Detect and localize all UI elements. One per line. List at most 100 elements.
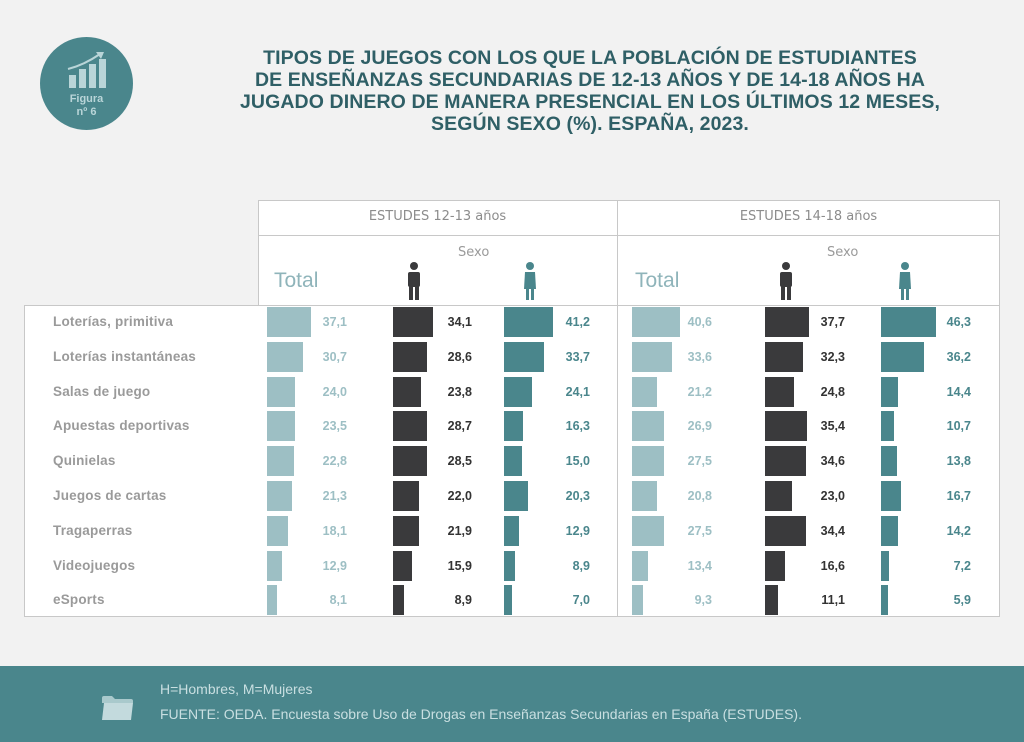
woman-icon	[524, 262, 536, 300]
bar-hombres	[765, 585, 779, 616]
folder-icon	[102, 696, 133, 720]
bar-total	[267, 376, 296, 407]
group-divider	[617, 200, 618, 617]
value-label: 37,7	[820, 315, 845, 329]
value-label: 30,7	[322, 349, 347, 364]
bar-hombres	[765, 550, 785, 581]
bar-total	[632, 411, 664, 442]
category-label: Loterías, primitiva	[53, 314, 174, 329]
total-header: Total	[635, 269, 680, 292]
value-label: 41,2	[565, 315, 590, 329]
bar-hombres	[393, 307, 434, 337]
value-label: 36,2	[946, 349, 971, 364]
bar-total	[267, 550, 283, 581]
bar-chart-growth-icon	[67, 52, 106, 88]
bar-hombres	[765, 481, 793, 511]
value-label: 26,9	[687, 419, 712, 434]
bar-mujeres	[504, 411, 524, 442]
category-label: Videojuegos	[53, 557, 136, 573]
bar-total	[267, 481, 293, 511]
value-label: 27,5	[687, 523, 712, 538]
bar-total	[632, 307, 680, 337]
value-label: 9,3	[694, 593, 712, 608]
value-label: 28,6	[447, 349, 472, 364]
value-label: 15,9	[447, 558, 472, 573]
category-label-column	[24, 305, 259, 617]
source-note: FUENTE: OEDA. Encuesta sobre Uso de Drog…	[160, 706, 802, 722]
value-label: 8,1	[329, 593, 347, 608]
bar-hombres	[393, 341, 427, 372]
value-label: 23,0	[820, 489, 845, 503]
value-label: 16,6	[820, 558, 845, 573]
value-label: 40,6	[687, 315, 712, 329]
value-label: 24,0	[322, 384, 347, 399]
bar-total	[632, 446, 665, 477]
value-label: 21,3	[322, 489, 347, 503]
category-label: Loterías instantáneas	[53, 348, 196, 364]
data-table	[258, 200, 1000, 617]
chart-title: TIPOS DE JUEGOS CON LOS QUE LA POBLACIÓN…	[200, 47, 980, 135]
value-label: 22,0	[447, 489, 472, 503]
value-label: 28,7	[447, 419, 472, 434]
bar-mujeres	[881, 515, 898, 546]
bar-mujeres	[504, 515, 520, 546]
title-line: SEGÚN SEXO (%). ESPAÑA, 2023.	[431, 113, 749, 135]
bar-mujeres	[881, 446, 898, 477]
man-icon	[780, 262, 792, 300]
value-label: 32,3	[820, 349, 845, 364]
value-label: 14,4	[946, 384, 971, 399]
bar-mujeres	[881, 307, 936, 337]
value-label: 35,4	[820, 419, 845, 434]
bar-hombres	[393, 411, 427, 442]
value-label: 16,7	[946, 489, 971, 503]
bar-hombres	[765, 341, 804, 372]
value-label: 14,2	[946, 523, 971, 538]
category-label: Tragaperras	[53, 522, 133, 538]
bar-total	[267, 411, 295, 442]
value-label: 34,4	[820, 523, 845, 538]
bar-mujeres	[881, 411, 894, 442]
bar-total	[632, 550, 648, 581]
value-label: 22,8	[322, 454, 347, 469]
bar-mujeres	[504, 341, 544, 372]
bar-total	[267, 307, 311, 337]
value-label: 21,2	[687, 384, 712, 399]
bar-hombres	[765, 446, 806, 477]
bar-total	[267, 515, 289, 546]
bar-hombres	[765, 307, 810, 337]
bar-hombres	[765, 411, 807, 442]
bar-total	[632, 515, 665, 546]
value-label: 20,3	[565, 489, 590, 503]
bar-mujeres	[504, 585, 513, 616]
value-label: 21,9	[447, 523, 472, 538]
title-line: TIPOS DE JUEGOS CON LOS QUE LA POBLACIÓN…	[263, 47, 917, 69]
bar-hombres	[393, 481, 419, 511]
value-label: 8,9	[454, 593, 472, 608]
value-label: 23,8	[447, 384, 472, 399]
value-label: 7,2	[953, 558, 971, 573]
value-label: 24,1	[565, 384, 590, 399]
bar-total	[632, 341, 672, 372]
bar-hombres	[765, 376, 795, 407]
value-label: 23,5	[322, 419, 347, 434]
total-header: Total	[274, 269, 319, 292]
bar-total	[632, 585, 643, 616]
category-label: Quinielas	[53, 453, 116, 469]
bar-total	[267, 446, 294, 477]
figure-badge: Figura nº 6	[40, 37, 133, 130]
bar-hombres	[765, 515, 806, 546]
value-label: 12,9	[565, 523, 590, 538]
group-title-14-18: ESTUDES 14-18 años	[739, 209, 878, 224]
bar-mujeres	[504, 376, 533, 407]
bar-mujeres	[504, 481, 528, 511]
bar-mujeres	[504, 307, 553, 337]
footer: H=Hombres, M=Mujeres FUENTE: OEDA. Encue…	[0, 666, 1024, 742]
bar-mujeres	[504, 550, 515, 581]
title-line: DE ENSEÑANZAS SECUNDARIAS DE 12-13 AÑOS …	[254, 69, 926, 91]
value-label: 16,3	[565, 419, 590, 434]
value-label: 5,9	[953, 593, 971, 608]
bar-hombres	[393, 446, 427, 477]
legend-note: H=Hombres, M=Mujeres	[160, 681, 313, 697]
value-label: 34,1	[447, 315, 472, 329]
value-label: 33,6	[687, 349, 712, 364]
